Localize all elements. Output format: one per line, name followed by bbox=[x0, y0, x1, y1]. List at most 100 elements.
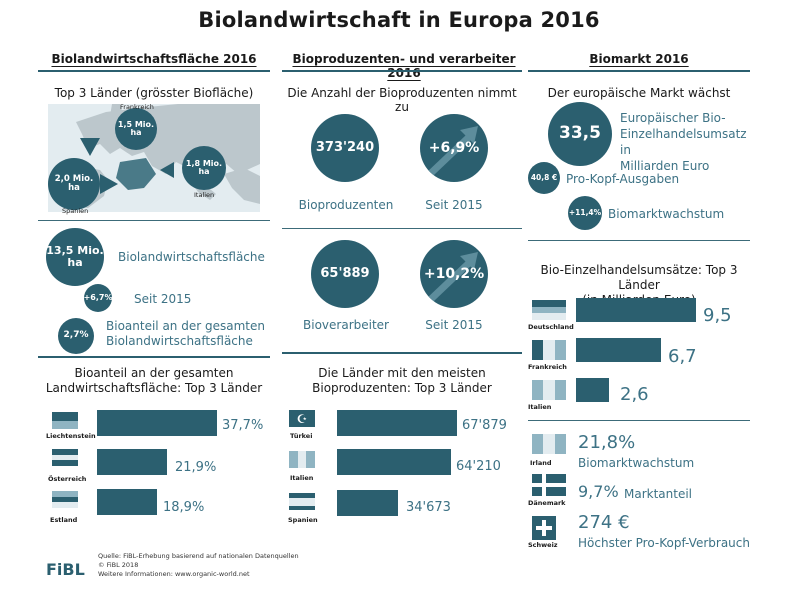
mid-divider-2 bbox=[282, 352, 522, 354]
left-header-rule bbox=[38, 70, 270, 72]
map-label-italien: Italien bbox=[194, 191, 215, 199]
flag-schweiz bbox=[532, 516, 556, 540]
share-label-line-2: Biolandwirtschaftsfläche bbox=[106, 334, 253, 348]
right-divider-2 bbox=[528, 420, 750, 421]
map-pointer-italien bbox=[160, 162, 174, 178]
bar-country-italien-right: Italien bbox=[528, 403, 552, 411]
market-label-line-3: Milliarden Euro bbox=[620, 159, 710, 173]
area-label: Biolandwirtschaftsfläche bbox=[118, 250, 265, 264]
mid-column-header: Bioproduzenten- und verarbeiter 2016 bbox=[292, 52, 516, 80]
market-bubble: 33,5 bbox=[548, 102, 612, 166]
right-divider-1 bbox=[528, 240, 750, 241]
share-bubble: 2,7% bbox=[58, 318, 94, 354]
bar-country-tuerkei: Türkei bbox=[290, 432, 313, 440]
trend-arrow-icon bbox=[427, 126, 478, 177]
left-column-header: Biolandwirtschaftsfläche 2016 bbox=[51, 52, 257, 66]
percap-label: Pro-Kopf-Ausgaben bbox=[566, 172, 680, 186]
share-label-line-1: Bioanteil an der gesamten bbox=[106, 319, 265, 333]
flag-daenemark bbox=[532, 474, 566, 496]
left-bottom-heading: Bioanteil an der gesamten Landwirtschaft… bbox=[38, 366, 270, 396]
flag-deutschland bbox=[532, 300, 566, 320]
flag-italien-right bbox=[532, 380, 566, 400]
bar-value-frankreich: 6,7 bbox=[668, 346, 697, 367]
bar-spanien-mid bbox=[337, 490, 398, 516]
irland-country: Irland bbox=[530, 459, 552, 467]
bar-deutschland bbox=[576, 298, 696, 322]
area-bubble: 13,5 Mio. ha bbox=[46, 228, 104, 286]
mid-heading: Die Anzahl der Bioproduzenten nimmt zu bbox=[287, 86, 517, 114]
bar-country-oesterreich: Österreich bbox=[48, 475, 87, 483]
flag-irland bbox=[532, 434, 566, 454]
page-title: Biolandwirtschaft in Europa 2016 bbox=[198, 8, 600, 32]
footer-copyright: © FiBL 2018 bbox=[98, 560, 139, 569]
daenemark-label: Marktanteil bbox=[624, 487, 693, 501]
map-pointer-frankreich bbox=[80, 138, 100, 156]
bar-country-estland: Estland bbox=[50, 516, 78, 524]
percap-bubble: 40,8 € bbox=[528, 162, 560, 194]
map-bubble-italien: 1,8 Mio. ha bbox=[182, 146, 226, 190]
mid-bottom-heading-line-2: Bioproduzenten: Top 3 Länder bbox=[312, 381, 492, 395]
flag-italien-mid bbox=[289, 451, 315, 468]
map-label-frankreich: Frankreich bbox=[120, 103, 154, 111]
daenemark-country: Dänemark bbox=[528, 499, 566, 507]
flag-estland bbox=[52, 491, 78, 508]
bar-value-italien-right: 2,6 bbox=[620, 384, 649, 405]
bar-oesterreich bbox=[97, 449, 167, 475]
market-growth-label: Biomarktwachstum bbox=[608, 207, 725, 221]
bar-frankreich bbox=[576, 338, 661, 362]
bar-italien-mid bbox=[337, 449, 451, 475]
flag-frankreich bbox=[532, 340, 566, 360]
processors-growth-bubble: +10,2% bbox=[420, 240, 488, 308]
bar-liechtenstein bbox=[97, 410, 217, 436]
irland-value: 21,8% bbox=[578, 432, 636, 453]
footer-link: Weitere Informationen: www.organic-world… bbox=[98, 569, 250, 578]
right-column-header: Biomarkt 2016 bbox=[589, 52, 689, 66]
bar-country-frankreich: Frankreich bbox=[528, 363, 567, 371]
map-bubble-frankreich: 1,5 Mio. ha bbox=[115, 108, 157, 150]
left-divider-1 bbox=[38, 220, 270, 221]
market-label-line-1: Europäischer Bio- bbox=[620, 111, 726, 125]
share-label: Bioanteil an der gesamten Biolandwirtsch… bbox=[106, 319, 265, 349]
right-heading: Der europäische Markt wächst bbox=[547, 86, 731, 100]
bar-tuerkei bbox=[337, 410, 457, 436]
schweiz-label: Höchster Pro-Kopf-Verbrauch bbox=[578, 536, 750, 550]
market-growth-bubble: +11,4% bbox=[568, 196, 602, 230]
footer-text: Quelle: FiBL-Erhebung basierend auf nati… bbox=[98, 552, 299, 578]
map-label-spanien: Spanien bbox=[62, 207, 89, 215]
bar-value-oesterreich: 21,9% bbox=[175, 460, 217, 475]
producers-bubble: 373'240 bbox=[311, 114, 379, 182]
flag-liechtenstein bbox=[52, 412, 78, 429]
bar-value-tuerkei: 67'879 bbox=[462, 418, 507, 433]
map-bubble-spanien: 2,0 Mio. ha bbox=[48, 158, 100, 210]
map-pointer-spanien bbox=[100, 174, 118, 194]
bar-estland bbox=[97, 489, 157, 515]
schweiz-value: 274 € bbox=[578, 512, 630, 533]
fibl-logo: FiBL bbox=[46, 560, 85, 579]
bar-country-italien-mid: Italien bbox=[290, 474, 314, 482]
processors-label: Bioverarbeiter bbox=[303, 318, 389, 332]
market-label: Europäischer Bio- Einzelhandelsumsatz in… bbox=[620, 110, 748, 174]
bar-value-deutschland: 9,5 bbox=[703, 305, 732, 326]
left-divider-2 bbox=[38, 356, 270, 358]
map-heading: Top 3 Länder (grösster Biofläche) bbox=[54, 86, 254, 100]
market-label-line-2: Einzelhandelsumsatz in bbox=[620, 127, 747, 157]
flag-oesterreich bbox=[52, 449, 78, 466]
mid-bottom-heading-line-1: Die Länder mit den meisten bbox=[318, 366, 486, 380]
bar-country-deutschland: Deutschland bbox=[528, 323, 574, 331]
flag-spanien-mid bbox=[289, 493, 315, 510]
flag-tuerkei: ☪ bbox=[289, 410, 315, 427]
mid-bottom-heading: Die Länder mit den meisten Bioproduzente… bbox=[282, 366, 522, 396]
bar-value-estland: 18,9% bbox=[163, 500, 205, 515]
footer-source: Quelle: FiBL-Erhebung basierend auf nati… bbox=[98, 552, 299, 560]
producers-growth-bubble: +6,9% bbox=[420, 114, 488, 182]
trend-arrow-icon bbox=[427, 252, 478, 303]
bar-italien-right bbox=[576, 378, 609, 402]
left-bottom-heading-line-1: Bioanteil an der gesamten bbox=[74, 366, 234, 380]
right-header-rule bbox=[528, 70, 750, 72]
processors-bubble: 65'889 bbox=[311, 240, 379, 308]
daenemark-value: 9,7% bbox=[578, 482, 619, 501]
mid-header-rule bbox=[282, 70, 522, 72]
producers-label: Bioproduzenten bbox=[298, 198, 394, 212]
bar-value-spanien-mid: 34'673 bbox=[406, 500, 451, 515]
mid-divider-1 bbox=[282, 228, 522, 229]
